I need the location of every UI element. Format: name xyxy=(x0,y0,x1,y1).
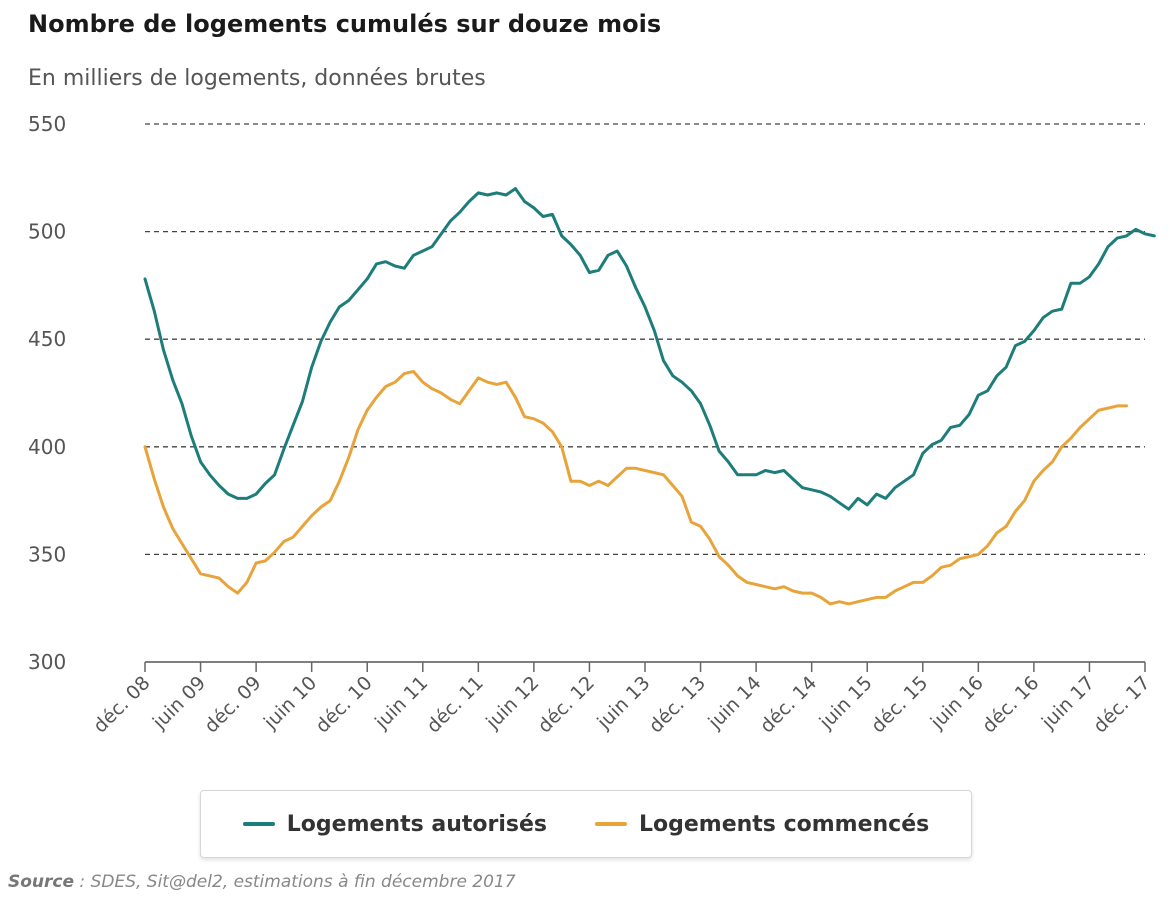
legend-item-commences[interactable]: Logements commencés xyxy=(594,811,930,837)
x-tick-label: déc. 16 xyxy=(978,672,1043,737)
x-tick-label: juin 14 xyxy=(704,672,766,734)
grid-lines xyxy=(145,123,1145,663)
x-tick-label: juin 16 xyxy=(926,672,988,734)
x-tick-label: déc. 09 xyxy=(200,672,265,737)
source-note: Source : SDES, Sit@del2, estimations à f… xyxy=(8,872,516,892)
source-text: : SDES, Sit@del2, estimations à fin déce… xyxy=(74,872,516,892)
x-tick-label: juin 17 xyxy=(1037,672,1099,734)
legend-label-commences: Logements commencés xyxy=(638,811,930,837)
x-tick-label: déc. 12 xyxy=(534,672,599,737)
y-tick-label: 450 xyxy=(28,327,66,351)
x-tick-label: déc. 17 xyxy=(1089,672,1154,737)
x-tick-label: déc. 10 xyxy=(311,672,376,737)
x-tick-label: juin 13 xyxy=(592,672,654,734)
legend-swatch-commences xyxy=(594,822,627,826)
y-tick-label: 500 xyxy=(28,220,66,244)
x-tick-label: juin 15 xyxy=(815,672,877,734)
chart-title: Nombre de logements cumulés sur douze mo… xyxy=(28,10,662,38)
y-tick-label: 400 xyxy=(28,435,66,459)
legend: Logements autorisés Logements commencés xyxy=(200,790,972,858)
x-tick-label: juin 10 xyxy=(259,672,321,734)
source-label: Source xyxy=(8,872,75,892)
legend-label-autorises: Logements autorisés xyxy=(286,811,547,837)
x-tick-label: juin 11 xyxy=(370,672,432,734)
chart-subtitle: En milliers de logements, données brutes xyxy=(28,66,486,91)
y-tick-label: 300 xyxy=(28,650,66,674)
series-line-commences xyxy=(143,370,1128,606)
x-tick-label: juin 12 xyxy=(481,672,543,734)
legend-item-autorises[interactable]: Logements autorisés xyxy=(242,811,547,837)
legend-swatch-autorises xyxy=(242,822,275,826)
y-axis-ticks: 300 350 400 450 500 550 xyxy=(28,112,66,674)
series-line-autorises xyxy=(143,187,1156,511)
x-tick-label: déc. 15 xyxy=(867,672,932,737)
y-tick-label: 350 xyxy=(28,542,66,566)
series-lines xyxy=(143,187,1156,606)
y-tick-label: 550 xyxy=(28,112,66,136)
x-tick-label: déc. 11 xyxy=(422,672,487,737)
x-tick-label: déc. 08 xyxy=(89,672,154,737)
x-tick-label: juin 09 xyxy=(148,672,210,734)
x-tick-label: déc. 14 xyxy=(756,672,821,737)
x-tick-label: déc. 13 xyxy=(645,672,710,737)
